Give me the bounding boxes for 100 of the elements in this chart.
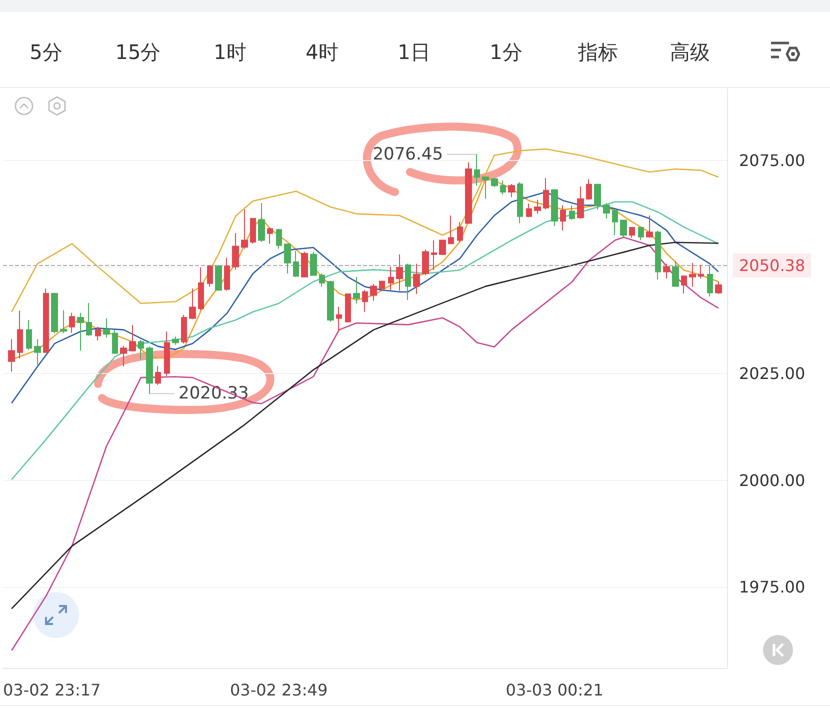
text: 15分: [114, 39, 162, 66]
annotation: 2076.45: [372, 144, 444, 164]
candlestick: [258, 202, 265, 242]
candlestick: [526, 203, 532, 218]
candlestick: [43, 288, 49, 353]
candlestick: [8, 338, 15, 372]
candlestick: [681, 274, 687, 294]
candlestick: [319, 273, 325, 288]
candlestick: [491, 177, 498, 188]
candlestick: [569, 204, 575, 220]
candlestick: [638, 226, 644, 241]
candlestick: [138, 340, 144, 360]
candlestick: [353, 276, 360, 304]
candlestick: [224, 257, 230, 292]
x-tick-label: 03-03 00:21: [506, 680, 604, 700]
candlestick: [77, 312, 84, 352]
candlestick: [370, 284, 377, 302]
candlestick: [250, 218, 256, 244]
candlestick: [517, 182, 523, 224]
candlestick: [181, 314, 187, 344]
y-tick-label: 2075.00: [739, 151, 806, 170]
candlestick: [95, 326, 101, 341]
candlestick: [439, 239, 446, 256]
text: 4时: [304, 39, 340, 66]
candlestick: [155, 366, 161, 386]
candlestick: [232, 232, 239, 270]
candlestick: [586, 178, 592, 200]
candlestick: [482, 176, 489, 200]
candlestick: [362, 290, 368, 312]
text: 1分: [488, 39, 524, 66]
candlestick: [465, 162, 472, 224]
candlestick: [164, 331, 170, 376]
ref-line-label: 2050.38: [739, 256, 806, 275]
candlestick: [172, 336, 179, 346]
candlestick: [17, 310, 23, 359]
y-tick-label: 2000.00: [739, 470, 806, 490]
candlestick: [698, 264, 704, 280]
candlestick: [707, 264, 713, 298]
candlestick: [207, 264, 213, 288]
candlestick: [51, 292, 58, 334]
x-tick-label: 03-02 23:17: [3, 680, 101, 700]
candlestick: [189, 288, 196, 320]
candlestick: [60, 310, 67, 334]
candlestick: [422, 249, 429, 276]
candlestick: [431, 240, 437, 271]
y-tick-label: 1975.00: [739, 577, 806, 596]
candlestick: [345, 293, 351, 324]
candlestick: [198, 267, 204, 311]
candlestick: [413, 263, 420, 294]
candlestick: [388, 266, 394, 292]
candlestick: [276, 228, 282, 250]
candlestick: [241, 209, 248, 250]
candlestick: [86, 302, 92, 336]
candlestick: [457, 221, 463, 242]
text: 1时: [212, 39, 248, 66]
candlestick: [146, 346, 153, 394]
candlestick: [284, 243, 291, 274]
y-tick-label: 2025.00: [739, 364, 806, 384]
candlestick: [120, 346, 127, 367]
text: 5分: [28, 39, 64, 66]
candlestick: [336, 306, 342, 332]
candlestick: [534, 199, 541, 214]
candlestick: [500, 180, 506, 196]
candlestick: [405, 263, 411, 300]
candlestick: [103, 318, 110, 338]
text: 1日: [396, 39, 432, 66]
candlestick: [396, 254, 403, 292]
candlestick: [689, 262, 696, 288]
text: 高级: [669, 39, 711, 66]
candlestick: [594, 183, 601, 210]
candlestick: [267, 226, 273, 244]
candlestick: [26, 320, 32, 350]
candlestick: [508, 183, 515, 198]
candlestick: [715, 281, 722, 294]
candlestick: [672, 260, 679, 288]
candlestick: [301, 251, 308, 278]
candlestick: [112, 328, 118, 354]
candlestick: [663, 263, 670, 280]
candlestick: [293, 250, 299, 278]
candlestick: [327, 280, 334, 322]
candlestick: [560, 204, 566, 231]
candlestick: [620, 219, 627, 238]
candlestick: [603, 202, 610, 219]
candlestick: [646, 215, 653, 238]
candlestick: [215, 264, 222, 292]
candlestick: [69, 312, 75, 334]
candlestick: [34, 338, 41, 366]
candlestick: [310, 251, 317, 276]
candlestick: [577, 186, 584, 219]
candlestick: [629, 226, 635, 238]
text: 指标: [577, 39, 619, 66]
candlestick: [129, 324, 136, 352]
candlestick: [612, 209, 618, 236]
x-tick-label: 03-02 23:49: [230, 680, 328, 700]
candlestick: [655, 230, 661, 280]
candlestick: [543, 177, 549, 210]
candlestick: [448, 215, 454, 245]
candlestick: [474, 154, 480, 186]
candlestick: [551, 188, 558, 227]
candlestick: [379, 280, 385, 290]
